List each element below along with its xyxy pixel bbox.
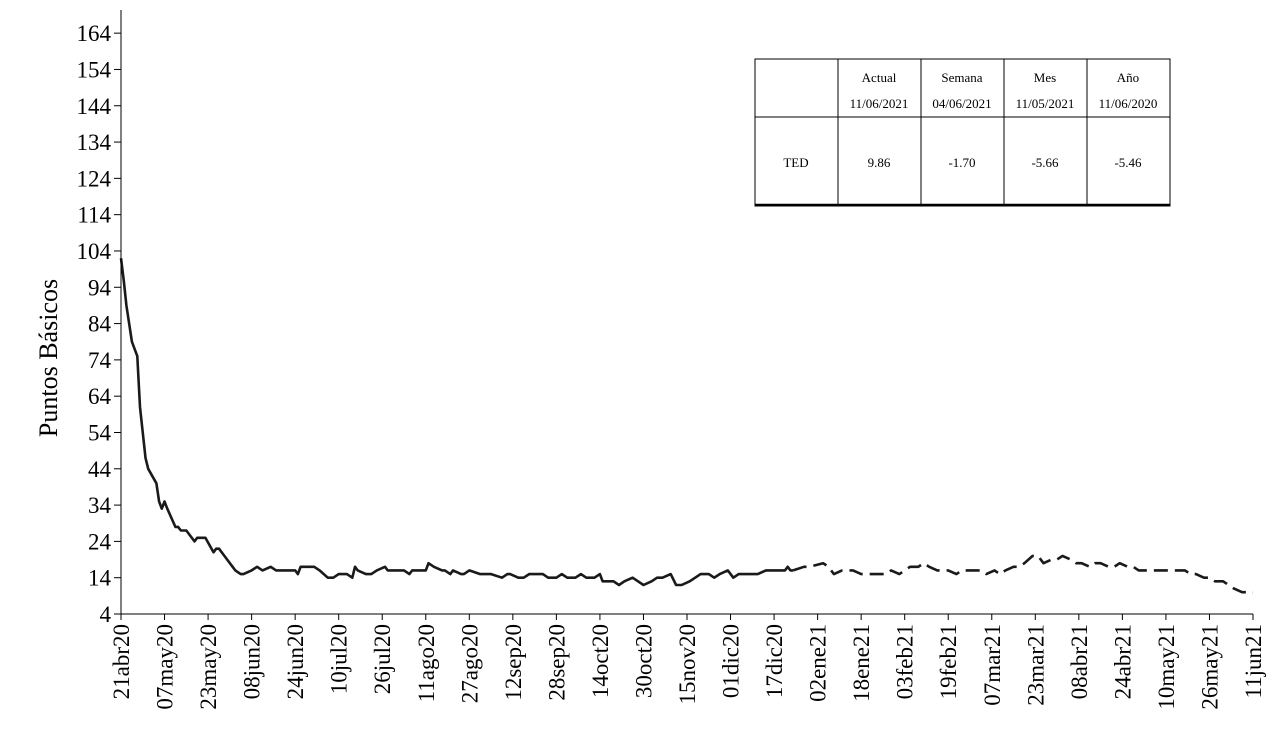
x-tick-label: 17dic20 [762, 624, 787, 698]
x-tick-label: 10jul20 [327, 624, 352, 694]
table-value-mes: -5.66 [1031, 155, 1059, 170]
table-header-mes-date: 11/05/2021 [1016, 96, 1075, 111]
y-axis-label: Puntos Básicos [34, 279, 63, 437]
table-header-semana: Semana [941, 70, 982, 85]
table-row-label: TED [783, 155, 808, 170]
y-tick-label: 164 [77, 21, 112, 46]
table-header-actual-date: 11/06/2021 [850, 96, 909, 111]
y-tick-label: 14 [88, 566, 112, 591]
table-header-semana-date: 04/06/2021 [932, 96, 991, 111]
table-header-ano-date: 11/06/2020 [1099, 96, 1158, 111]
y-axis: 4 14 24 34 44 54 64 74 84 94 104 114 124 134 144 154 164 [77, 21, 121, 627]
summary-table: Actual 11/06/2021 Semana 04/06/2021 Mes … [754, 58, 1171, 207]
x-tick-label: 08abr21 [1067, 624, 1092, 699]
y-tick-label: 84 [88, 312, 112, 337]
x-tick-label: 30oct20 [631, 624, 656, 698]
table-value-ano: -5.46 [1114, 155, 1142, 170]
y-tick-label: 54 [88, 420, 112, 445]
x-tick-label: 11jun21 [1241, 624, 1266, 699]
x-tick-label: 14oct20 [588, 624, 613, 698]
x-tick-label: 26may21 [1197, 624, 1222, 710]
x-axis: 21abr20 07may20 23may20 08jun20 24jun20 10jul… [109, 614, 1266, 710]
y-tick-label: 134 [77, 130, 112, 155]
table-header-ano: Año [1117, 70, 1139, 85]
x-tick-label: 07mar21 [980, 624, 1005, 706]
y-tick-label: 104 [77, 239, 112, 264]
y-tick-label: 24 [88, 529, 112, 554]
table-frame [754, 58, 1171, 207]
y-tick-label: 94 [88, 275, 112, 300]
y-tick-label: 74 [88, 348, 112, 373]
table-header-mes: Mes [1034, 70, 1056, 85]
x-tick-label: 01dic20 [719, 624, 744, 698]
series-line-dashed [792, 554, 1254, 594]
x-tick-label: 15nov20 [675, 624, 700, 705]
x-tick-label: 11ago20 [414, 624, 439, 702]
y-tick-label: 4 [100, 602, 112, 627]
series-line-solid [119, 258, 794, 587]
y-tick-label: 144 [77, 94, 112, 119]
y-tick-label: 44 [88, 457, 112, 482]
x-tick-label: 12sep20 [501, 624, 526, 701]
x-tick-label: 10may21 [1154, 624, 1179, 710]
x-tick-label: 23mar21 [1023, 624, 1048, 706]
table-value-actual: 9.86 [868, 155, 891, 170]
x-tick-label: 07may20 [153, 624, 178, 710]
x-tick-label: 27ago20 [457, 624, 482, 703]
x-tick-label: 03feb21 [893, 624, 918, 699]
x-tick-label: 02ene21 [806, 624, 831, 702]
x-tick-label: 24jun20 [283, 624, 308, 699]
x-tick-label: 18ene21 [849, 624, 874, 702]
x-tick-label: 21abr20 [109, 624, 134, 699]
x-tick-label: 24abr21 [1110, 624, 1135, 699]
x-tick-label: 28sep20 [544, 624, 569, 701]
x-tick-label: 26jul20 [370, 624, 395, 694]
y-tick-label: 114 [77, 203, 111, 228]
table-header-actual: Actual [862, 70, 897, 85]
y-tick-label: 124 [77, 166, 112, 191]
series-group [119, 258, 1254, 594]
table-value-semana: -1.70 [948, 155, 975, 170]
x-tick-label: 19feb21 [936, 624, 961, 699]
x-tick-label: 23may20 [196, 624, 221, 710]
x-tick-label: 08jun20 [240, 624, 265, 699]
y-tick-label: 154 [77, 57, 112, 82]
y-tick-label: 34 [88, 493, 112, 518]
y-tick-label: 64 [88, 384, 112, 409]
